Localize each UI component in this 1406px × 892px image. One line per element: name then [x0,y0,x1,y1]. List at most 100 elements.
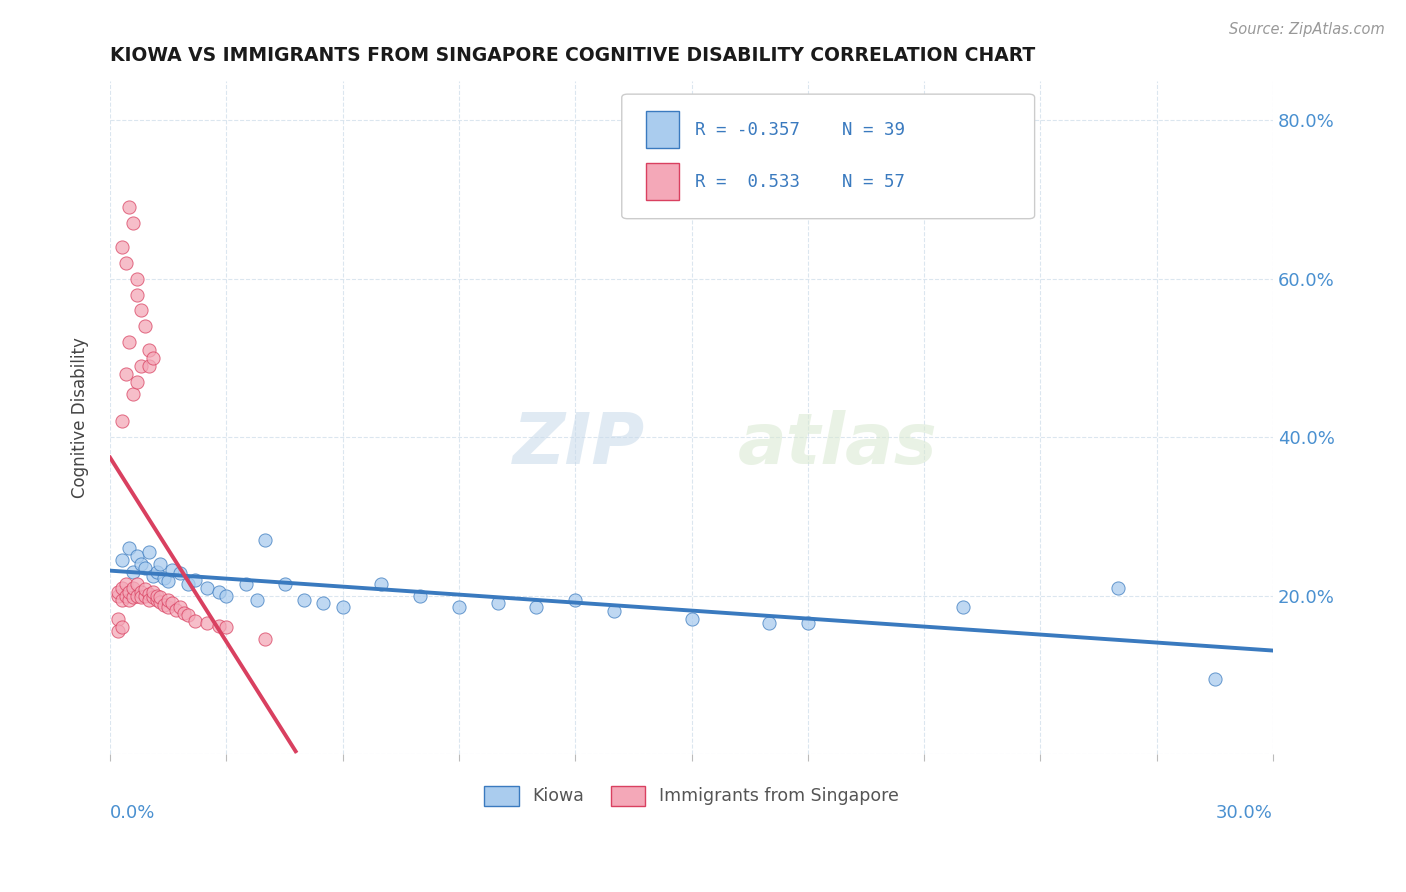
Point [1107,581,1129,595]
Point [127,271,149,285]
Point [127,589,149,603]
Point [127,375,149,389]
Point [118,334,141,349]
Point [142,568,165,582]
Point [145,565,167,579]
FancyBboxPatch shape [647,112,679,148]
Point [118,201,141,215]
Point [138,592,160,607]
Point [138,343,160,357]
Point [332,600,354,615]
Point [107,584,129,599]
Point [122,565,145,579]
Point [564,592,586,607]
Point [134,319,156,334]
Point [111,240,134,254]
Point [160,563,183,577]
Point [114,256,136,270]
Point [107,589,129,603]
Point [169,600,191,615]
Point [157,592,180,607]
Point [447,600,470,615]
FancyBboxPatch shape [647,163,679,200]
Point [107,612,129,626]
Point [122,590,145,604]
Point [118,584,141,599]
Point [184,573,207,587]
Point [114,589,136,603]
Point [114,367,136,381]
Y-axis label: Cognitive Disability: Cognitive Disability [72,337,89,498]
Point [207,618,229,632]
Point [486,597,509,611]
FancyBboxPatch shape [621,95,1035,219]
Point [254,533,277,547]
Point [129,359,152,373]
Point [195,616,218,631]
Point [142,584,165,599]
Point [129,584,152,599]
Point [127,549,149,563]
Point [176,608,198,623]
Point [195,581,218,595]
Point [273,576,295,591]
Point [157,574,180,589]
Text: atlas: atlas [738,409,938,479]
Point [111,581,134,595]
Point [409,589,432,603]
Point [681,612,703,626]
Point [149,590,172,604]
Point [215,620,238,634]
Point [169,566,191,581]
Point [797,616,820,631]
Point [114,576,136,591]
Text: Source: ZipAtlas.com: Source: ZipAtlas.com [1229,22,1385,37]
Point [111,414,134,428]
Point [952,600,974,615]
Point [246,592,269,607]
Point [111,553,134,567]
Text: 30.0%: 30.0% [1216,805,1272,822]
Point [157,600,180,615]
Point [160,597,183,611]
Point [254,632,277,646]
Point [138,545,160,559]
Point [292,592,315,607]
Point [122,386,145,401]
Point [118,592,141,607]
Point [111,592,134,607]
Point [142,351,165,365]
Legend: Kiowa, Immigrants from Singapore: Kiowa, Immigrants from Singapore [477,779,905,813]
Point [758,616,780,631]
Point [142,590,165,604]
Point [127,576,149,591]
Point [138,587,160,601]
Point [129,303,152,318]
Point [134,582,156,597]
Point [184,614,207,628]
Text: R = -0.357    N = 39: R = -0.357 N = 39 [695,120,905,139]
Text: 0.0%: 0.0% [110,805,156,822]
Point [129,590,152,604]
Point [122,216,145,230]
Point [165,603,187,617]
Point [312,597,335,611]
Text: ZIP: ZIP [513,409,645,479]
Text: KIOWA VS IMMIGRANTS FROM SINGAPORE COGNITIVE DISABILITY CORRELATION CHART: KIOWA VS IMMIGRANTS FROM SINGAPORE COGNI… [110,46,1035,65]
Point [603,604,626,618]
Point [149,595,172,609]
Point [173,606,195,620]
Point [215,589,238,603]
Point [153,598,176,612]
Point [127,287,149,301]
Text: R =  0.533    N = 57: R = 0.533 N = 57 [695,173,905,191]
Point [129,557,152,571]
Point [122,581,145,595]
Point [134,589,156,603]
Point [149,557,172,571]
Point [145,592,167,607]
Point [207,584,229,599]
Point [138,359,160,373]
Point [370,576,392,591]
Point [235,576,257,591]
